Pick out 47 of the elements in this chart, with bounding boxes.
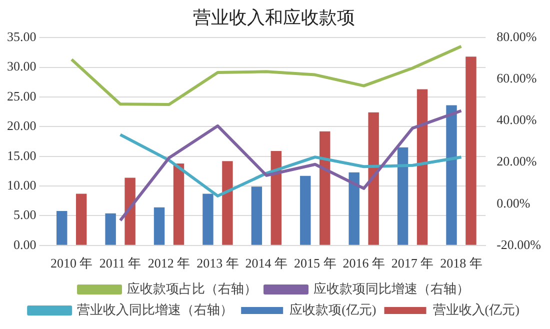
- bar: [348, 172, 360, 245]
- x-tick-label: 2017 年: [391, 256, 434, 271]
- legend-label: 应收款项(亿元): [290, 302, 376, 317]
- bar: [173, 163, 184, 245]
- y-tick-label: 0.00: [14, 236, 36, 252]
- y-tick-label: 25.00: [7, 88, 36, 104]
- y-tick-label: 30.00: [7, 58, 36, 74]
- x-tick-label: 2013 年: [196, 256, 239, 271]
- bar: [466, 56, 476, 245]
- x-tick-label: 2015 年: [294, 256, 336, 271]
- chart-title: 营业收入和应收款项: [193, 8, 355, 28]
- legend-label: 应收款项占比（右轴）: [127, 280, 257, 296]
- y-tick-label: 15.00: [7, 148, 36, 163]
- bar: [124, 178, 136, 245]
- bar: [446, 105, 457, 245]
- y2-tick-label: 20.00%: [496, 154, 537, 169]
- bar: [56, 210, 68, 245]
- x-tick-label: 2012 年: [148, 256, 190, 271]
- y2-tick-label: 80.00%: [496, 29, 537, 44]
- y-tick-label: 35.00: [7, 29, 36, 44]
- bar: [76, 194, 87, 245]
- y2-tick-label: 60.00%: [496, 70, 537, 86]
- y2-tick-label: 40.00%: [496, 112, 537, 128]
- legend-label: 营业收入同比增速（右轴）: [77, 302, 234, 317]
- bar: [222, 161, 233, 245]
- x-tick-label: 2018 年: [440, 256, 482, 271]
- legend-label: 应收款项同比增速（右轴）: [314, 280, 470, 296]
- bar: [154, 207, 165, 245]
- bar: [270, 151, 282, 245]
- bar: [105, 213, 116, 245]
- x-tick-label: 2010 年: [50, 256, 93, 271]
- bar: [320, 131, 330, 245]
- bar: [368, 112, 379, 245]
- x-tick-label: 2016 年: [342, 256, 385, 271]
- x-tick-label: 2011 年: [99, 256, 142, 271]
- legend-label: 营业收入(亿元): [432, 302, 520, 317]
- bar: [300, 176, 311, 245]
- bar: [397, 147, 408, 245]
- bar: [202, 194, 214, 245]
- y2-tick-label: -20.00%: [496, 236, 542, 252]
- bar: [251, 186, 262, 245]
- x-tick-label: 2014 年: [245, 256, 288, 271]
- bar: [416, 89, 428, 245]
- y-tick-label: 20.00: [7, 118, 36, 134]
- y2-tick-label: 0.00%: [496, 195, 530, 210]
- y-tick-label: 10.00: [7, 177, 36, 192]
- y-tick-label: 5.00: [14, 207, 36, 222]
